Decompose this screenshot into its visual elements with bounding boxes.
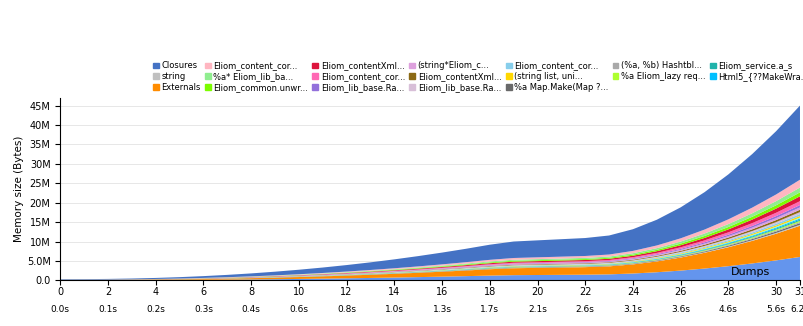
Y-axis label: Memory size (Bytes): Memory size (Bytes) — [14, 136, 24, 242]
Text: Dumps: Dumps — [730, 267, 769, 277]
Legend: Closures, string, Externals, Eliom_content_cor..., %a* Eliom_lib_ba..., Eliom_co: Closures, string, Externals, Eliom_conte… — [153, 62, 803, 92]
